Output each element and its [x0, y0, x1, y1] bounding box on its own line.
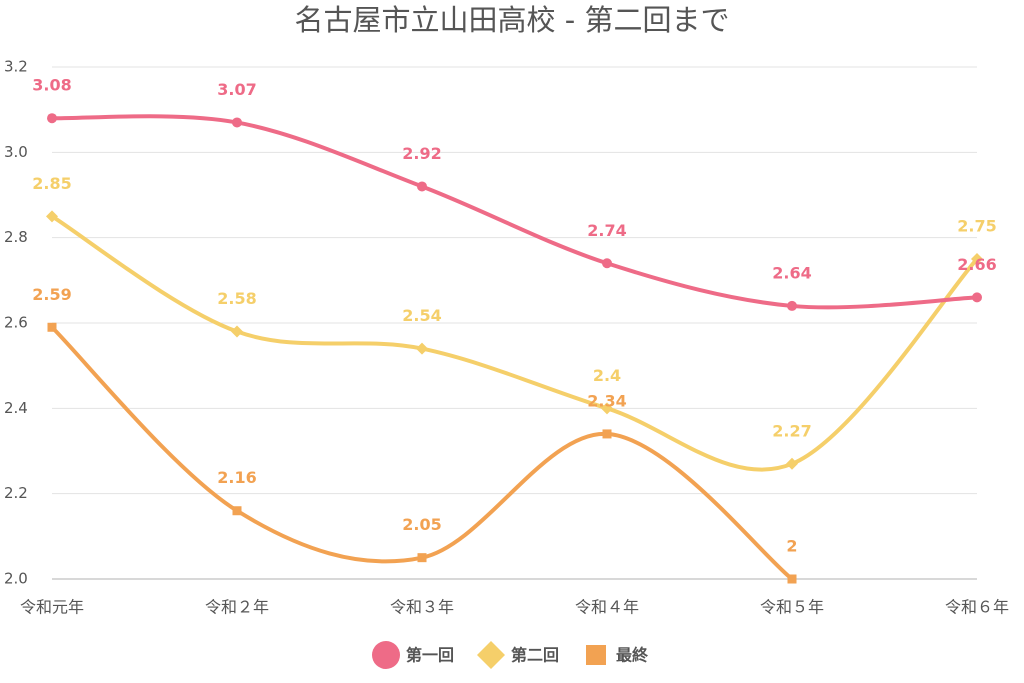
point: [601, 402, 613, 415]
y-tick-label: 2.6: [4, 314, 28, 332]
y-tick-label: 3.0: [4, 143, 28, 161]
legend-item: 最終: [586, 645, 649, 665]
legend-swatch: [477, 641, 505, 669]
point: [416, 342, 428, 355]
data-label: 2.64: [772, 263, 811, 282]
data-label: 2.34: [587, 391, 626, 410]
y-tick-label: 2.4: [4, 399, 28, 417]
x-tick-label: 令和２年: [205, 598, 269, 617]
data-label: 2.85: [32, 174, 71, 193]
data-label: 2.05: [402, 515, 441, 534]
legend-swatch: [372, 641, 400, 669]
data-label: 2.75: [957, 217, 996, 236]
series-line: [50, 325, 794, 581]
point: [417, 553, 427, 563]
data-label: 2.74: [587, 221, 626, 240]
series-line: [50, 214, 979, 472]
data-label: 2.4: [593, 366, 621, 385]
data-label: 2.58: [217, 289, 256, 308]
data-label: 3.07: [217, 80, 256, 99]
y-tick-label: 2.8: [4, 228, 28, 246]
point: [232, 117, 242, 128]
x-tick-label: 令和５年: [760, 598, 824, 617]
legend-label: 第二回: [511, 646, 559, 665]
data-label: 2.16: [217, 468, 256, 487]
x-tick-label: 令和６年: [945, 598, 1009, 617]
x-tick-label: 令和４年: [575, 598, 639, 617]
legend-label: 第一回: [406, 646, 454, 665]
data-label: 2.27: [772, 421, 811, 440]
legend-swatch: [586, 645, 606, 665]
legend-item: 第二回: [477, 641, 559, 669]
data-label: 3.08: [32, 76, 71, 95]
point: [232, 506, 242, 516]
data-label: 2.66: [957, 255, 996, 274]
point: [602, 429, 612, 439]
chart-title: 名古屋市立山田高校 - 第二回まで: [295, 3, 730, 37]
point: [972, 292, 982, 303]
point: [47, 322, 57, 332]
point: [971, 253, 983, 265]
point: [46, 210, 58, 223]
point: [786, 457, 798, 470]
y-tick-label: 2.0: [4, 570, 28, 588]
y-tick-label: 3.2: [4, 58, 28, 76]
legend-item: 第一回: [372, 641, 454, 669]
point: [787, 300, 797, 311]
x-tick-label: 令和３年: [390, 598, 454, 617]
point: [231, 325, 243, 338]
data-label: 2.92: [402, 144, 441, 163]
x-tick-label: 令和元年: [20, 598, 84, 617]
legend-label: 最終: [616, 646, 649, 665]
data-label: 2.54: [402, 306, 441, 325]
y-tick-label: 2.2: [4, 484, 28, 502]
data-label: 2: [786, 537, 797, 556]
point: [417, 181, 427, 192]
point: [787, 574, 797, 584]
data-label: 2.59: [32, 285, 71, 304]
point: [602, 258, 612, 269]
series-line: [51, 114, 978, 310]
point: [47, 113, 57, 124]
